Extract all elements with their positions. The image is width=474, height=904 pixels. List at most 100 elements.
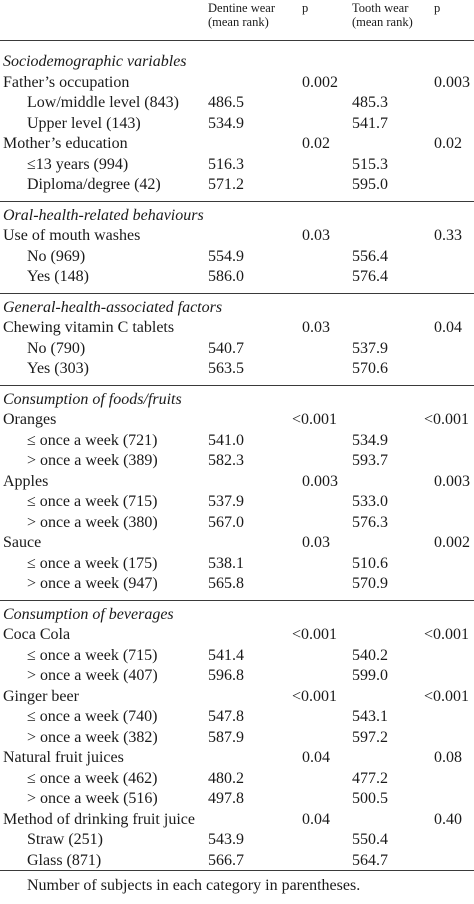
p-value-tooth: 0.003 [434, 472, 470, 490]
category-row: ≤ once a week (715) 537.9 533.0 [0, 492, 474, 512]
section-row: Consumption of beverages [0, 605, 474, 625]
p-value-dentine: <0.001 [292, 626, 338, 643]
dentine-mean-rank: 541.4 [208, 646, 244, 664]
dentine-mean-rank: 586.0 [208, 268, 244, 285]
p-value-tooth: 0.02 [434, 135, 462, 152]
variable-row: Apples 0.003 0.003 [0, 472, 474, 492]
category-row: > once a week (382) 587.9 597.2 [0, 728, 474, 748]
p-value-tooth: <0.001 [424, 626, 470, 643]
section-row: Consumption of foods/fruits [0, 390, 474, 410]
section-row: General-health-associated factors [0, 298, 474, 318]
tooth-mean-rank: 599.0 [352, 667, 388, 684]
variable-row: Sauce 0.03 0.002 [0, 533, 474, 553]
tooth-mean-rank: 595.0 [352, 176, 388, 193]
row-label: > once a week (407) [27, 667, 158, 684]
row-label: ≤ once a week (740) [27, 708, 158, 725]
p-value-dentine: 0.04 [302, 749, 330, 766]
dentine-mean-rank: 587.9 [208, 728, 244, 746]
row-label: ≤ once a week (715) [27, 646, 158, 664]
dentine-mean-rank: 543.9 [208, 831, 244, 848]
p-value-tooth: 0.33 [434, 227, 462, 244]
variable-row: Father’s occupation 0.002 0.003 [0, 73, 474, 93]
row-label: ≤ once a week (721) [27, 431, 158, 449]
variable-row: Chewing vitamin C tablets 0.03 0.04 [0, 318, 474, 338]
row-label: Use of mouth washes [3, 227, 141, 244]
tooth-mean-rank: 564.7 [352, 851, 388, 869]
category-row: No (790) 540.7 537.9 [0, 339, 474, 359]
p-value-tooth: 0.08 [434, 749, 462, 766]
category-row: No (969) 554.9 556.4 [0, 247, 474, 267]
p-value-dentine: <0.001 [292, 687, 338, 705]
dentine-mean-rank: 554.9 [208, 247, 244, 265]
tooth-mean-rank: 541.7 [352, 114, 388, 132]
row-label: > once a week (389) [27, 452, 158, 469]
category-row: Low/middle level (843) 486.5 485.3 [0, 93, 474, 113]
category-row: ≤ once a week (721) 541.0 534.9 [0, 431, 474, 451]
variable-row: Coca Cola <0.001 <0.001 [0, 625, 474, 645]
p-value-dentine: 0.003 [302, 472, 338, 490]
tooth-mean-rank: 576.4 [352, 268, 388, 285]
header-p2: p [434, 1, 441, 15]
dentine-mean-rank: 537.9 [208, 493, 244, 510]
tooth-mean-rank: 515.3 [352, 155, 388, 173]
category-row: > once a week (947) 565.8 570.9 [0, 574, 474, 594]
category-row: Glass (871) 566.7 564.7 [0, 851, 474, 871]
p-value-dentine: 0.03 [302, 534, 330, 551]
dentine-mean-rank: 547.8 [208, 708, 244, 725]
variable-row: Oranges <0.001 <0.001 [0, 410, 474, 430]
tooth-mean-rank: 500.5 [352, 790, 388, 807]
dentine-mean-rank: 516.3 [208, 155, 244, 173]
tooth-mean-rank: 593.7 [352, 452, 388, 469]
variable-row: Method of drinking fruit juice 0.04 0.40 [0, 810, 474, 830]
dentine-mean-rank: 480.2 [208, 769, 244, 787]
row-label: > once a week (947) [27, 575, 158, 592]
row-label: > once a week (516) [27, 790, 158, 807]
row-label: > once a week (380) [27, 513, 158, 531]
section-rule [0, 292, 474, 294]
category-row: Diploma/degree (42) 571.2 595.0 [0, 175, 474, 195]
tooth-mean-rank: 537.9 [352, 339, 388, 357]
tooth-mean-rank: 556.4 [352, 247, 388, 265]
p-value-tooth: 0.04 [434, 319, 462, 336]
p-value-dentine: 0.002 [302, 73, 338, 91]
row-label: Oranges [3, 411, 57, 428]
row-label: ≤13 years (994) [27, 155, 129, 173]
p-value-tooth: 0.003 [434, 73, 470, 91]
row-label: Straw (251) [27, 831, 103, 848]
section-title: Oral-health-related behaviours [3, 206, 204, 224]
row-label: Father’s occupation [3, 73, 130, 91]
variable-row: Ginger beer <0.001 <0.001 [0, 687, 474, 707]
header-dentine-wear: Dentine wear [208, 1, 275, 15]
dentine-mean-rank: 486.5 [208, 94, 244, 111]
p-value-dentine: 0.03 [302, 319, 330, 336]
row-label: Ginger beer [3, 687, 79, 705]
p-value-dentine: <0.001 [292, 411, 338, 428]
category-row: ≤ once a week (740) 547.8 543.1 [0, 707, 474, 727]
section-rule [0, 384, 474, 386]
tooth-mean-rank: 597.2 [352, 728, 388, 746]
row-label: Chewing vitamin C tablets [3, 319, 175, 336]
header-rule [0, 40, 474, 41]
tooth-mean-rank: 533.0 [352, 493, 388, 510]
dentine-mean-rank: 582.3 [208, 452, 244, 469]
category-row: Yes (148) 586.0 576.4 [0, 267, 474, 287]
row-label: Method of drinking fruit juice [3, 810, 195, 828]
section-row: Oral-health-related behaviours [0, 206, 474, 226]
section-rule [0, 200, 474, 202]
dentine-mean-rank: 497.8 [208, 790, 244, 807]
category-row: Yes (303) 563.5 570.6 [0, 359, 474, 379]
category-row: > once a week (407) 596.8 599.0 [0, 666, 474, 686]
section-title: Sociodemographic variables [3, 53, 187, 70]
category-row: ≤ once a week (715) 541.4 540.2 [0, 646, 474, 666]
category-row: > once a week (389) 582.3 593.7 [0, 451, 474, 471]
category-row: > once a week (380) 567.0 576.3 [0, 513, 474, 533]
dentine-mean-rank: 571.2 [208, 176, 244, 193]
dentine-mean-rank: 538.1 [208, 554, 244, 572]
tooth-mean-rank: 543.1 [352, 708, 388, 725]
p-value-tooth: 0.40 [434, 810, 462, 828]
category-row: ≤ once a week (462) 480.2 477.2 [0, 769, 474, 789]
category-row: ≤13 years (994) 516.3 515.3 [0, 155, 474, 175]
dentine-mean-rank: 567.0 [208, 513, 244, 531]
variable-row: Use of mouth washes 0.03 0.33 [0, 226, 474, 246]
